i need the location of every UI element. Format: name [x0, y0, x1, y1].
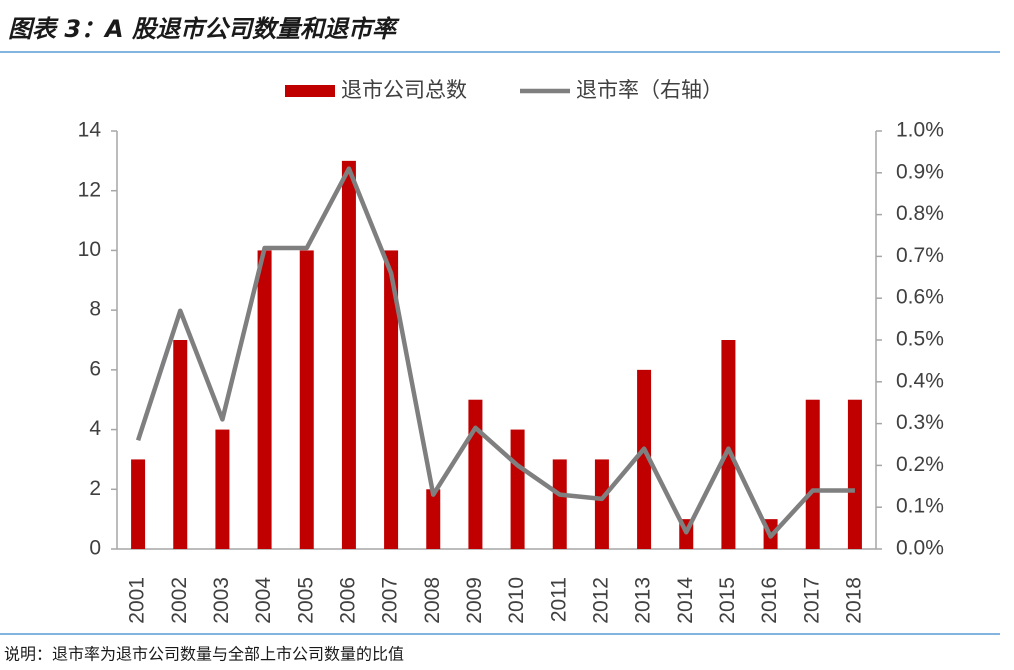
y2-tick-label: 1.0%	[896, 119, 944, 142]
bar	[721, 340, 736, 549]
x-tick-label: 2017	[800, 577, 823, 624]
bar	[384, 250, 399, 549]
x-tick-label: 2004	[252, 577, 275, 624]
y2-tick-label: 0.3%	[896, 411, 944, 434]
chart-title: 图表 3：A 股退市公司数量和退市率	[8, 15, 400, 43]
bar	[552, 459, 567, 549]
y-tick-label: 2	[89, 477, 101, 500]
y-tick-label: 0	[89, 537, 101, 560]
y2-tick-label: 0.8%	[896, 202, 944, 225]
bar	[637, 369, 652, 549]
y-tick-label: 6	[89, 357, 101, 380]
y2-tick-label: 0.6%	[896, 286, 944, 309]
y2-tick-label: 0.1%	[896, 495, 944, 518]
x-tick-label: 2008	[421, 577, 444, 624]
y2-tick-label: 0.2%	[896, 453, 944, 476]
x-tick-label: 2009	[463, 577, 486, 624]
x-tick-label: 2007	[379, 577, 402, 624]
x-tick-label: 2010	[505, 577, 528, 624]
y-tick-label: 14	[78, 119, 102, 142]
x-tick-label: 2002	[168, 577, 191, 624]
bar	[468, 399, 483, 549]
x-tick-label: 2011	[547, 577, 570, 622]
note: 说明：退市率为退市公司数量与全部上市公司数量的比值	[4, 645, 404, 664]
y2-tick-label: 0.5%	[896, 328, 944, 351]
x-tick-label: 2014	[674, 577, 697, 624]
bar	[341, 160, 356, 549]
bar	[173, 340, 188, 549]
x-tick-label: 2012	[589, 577, 612, 624]
y-tick-label: 10	[78, 238, 101, 261]
bar	[594, 459, 609, 549]
bar	[510, 429, 525, 549]
y-tick-label: 12	[78, 178, 101, 201]
y2-tick-label: 0.0%	[896, 537, 944, 560]
bar	[215, 429, 230, 549]
x-tick-label: 2001	[126, 577, 149, 624]
bar	[426, 489, 441, 549]
legend-label: 退市率（右轴）	[576, 78, 723, 102]
y2-tick-label: 0.4%	[896, 369, 944, 392]
x-tick-label: 2005	[294, 577, 317, 624]
x-tick-label: 2013	[632, 577, 655, 624]
x-tick-label: 2003	[210, 577, 233, 624]
x-tick-label: 2015	[716, 577, 739, 624]
x-tick-label: 2018	[842, 577, 865, 624]
y2-tick-label: 0.7%	[896, 244, 944, 267]
legend-swatch	[285, 85, 335, 97]
line	[135, 166, 855, 539]
legend-label: 退市公司总数	[341, 78, 467, 102]
x-tick-label: 2006	[336, 577, 359, 624]
y2-tick-label: 0.9%	[896, 160, 944, 183]
x-tick-label: 2016	[758, 577, 781, 624]
bar	[847, 399, 862, 549]
y-tick-label: 8	[89, 298, 101, 321]
bar	[299, 250, 314, 549]
bar	[805, 399, 820, 549]
bar	[257, 250, 272, 549]
bar	[131, 459, 146, 549]
y-tick-label: 4	[89, 417, 101, 440]
